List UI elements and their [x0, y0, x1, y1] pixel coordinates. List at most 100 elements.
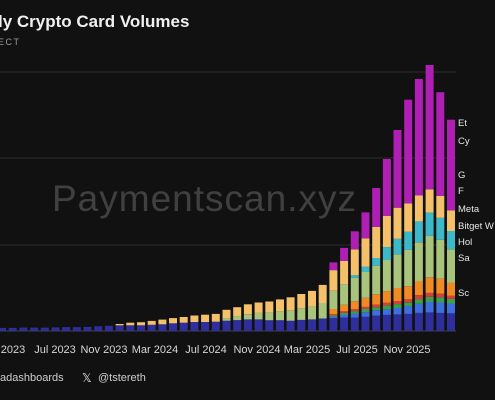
legend-item[interactable]: Bitget W [458, 221, 494, 232]
bar-segment [308, 306, 316, 320]
bar-segment [72, 327, 81, 331]
bar-segment [436, 195, 445, 218]
bar-segment [404, 302, 413, 307]
bar-segment [340, 284, 349, 305]
bar-segment [340, 314, 349, 318]
bar-segment [222, 309, 231, 319]
bar-segment [372, 188, 381, 227]
bar-segment [340, 247, 349, 261]
bar-segment [414, 303, 423, 313]
bar-segment [158, 324, 167, 331]
bar-segment [329, 290, 338, 309]
bar-segment [361, 212, 370, 239]
bar-segment [393, 130, 402, 208]
bar-segment [425, 235, 434, 278]
bar-segment [115, 325, 124, 331]
footer-source[interactable]: adashboards [0, 372, 64, 384]
bar-segment [414, 295, 423, 300]
bar-segment [414, 242, 423, 282]
bar-segment [169, 323, 177, 331]
chart-subtitle: ECT [0, 37, 21, 47]
bar-segment [447, 282, 455, 296]
bar-segment [137, 322, 145, 326]
bar-segment [382, 291, 391, 303]
bar-segment [147, 320, 156, 325]
bar-segment [425, 312, 434, 331]
bar-segment [19, 327, 28, 331]
legend-item[interactable]: G [458, 170, 466, 181]
footer-handle[interactable]: @tstereth [98, 372, 146, 384]
legend-item[interactable]: Sa [458, 253, 470, 264]
bar-segment [447, 119, 455, 211]
bar-segment [404, 286, 413, 300]
bar-segment [414, 281, 423, 296]
chart-bars [0, 65, 455, 332]
bar-segment [297, 308, 306, 320]
bar-segment [414, 195, 423, 222]
x-tick-label: Jul 2025 [336, 344, 378, 356]
bar-segment [361, 271, 370, 298]
bar-segment [414, 79, 423, 196]
x-tick-label: Nov 2024 [233, 344, 280, 356]
bar-segment [329, 316, 338, 319]
chart-title: ly Crypto Card Volumes [0, 12, 190, 31]
bar-segment [393, 301, 402, 305]
bar-segment [393, 207, 402, 239]
legend-item[interactable]: Sc [458, 288, 470, 299]
bar-segment [340, 312, 349, 315]
bar-segment [350, 317, 359, 331]
bar-segment [158, 319, 167, 325]
bar-segment [393, 304, 402, 308]
bar-segment [104, 325, 113, 331]
bar-segment [436, 217, 445, 240]
bar-segment [382, 305, 391, 310]
bar-segment [94, 326, 103, 331]
x-tick-label: Mar 2025 [284, 344, 330, 356]
x-tick-label: Jul 2023 [34, 344, 76, 356]
bar-segment [329, 315, 338, 317]
legend-item[interactable]: Cy [458, 136, 470, 147]
bar-segment [404, 203, 413, 232]
bar-segment [286, 310, 295, 321]
bar-segment [329, 262, 338, 271]
x-tick-label: Nov 2025 [383, 344, 430, 356]
bar-segment [350, 231, 359, 250]
bar-segment [254, 302, 263, 313]
bar-segment [414, 221, 423, 243]
bar-segment [350, 275, 359, 278]
bar-segment [340, 311, 349, 313]
bar-segment [425, 65, 434, 190]
legend-item[interactable]: Hol [458, 237, 473, 248]
bar-segment [243, 314, 252, 320]
bar-segment [436, 312, 445, 331]
bar-segment [222, 320, 231, 331]
bar-segment [361, 316, 370, 331]
bar-segment [361, 309, 370, 313]
bar-segment [286, 320, 295, 331]
legend-item[interactable]: Meta [458, 204, 480, 215]
bar-segment [265, 312, 274, 321]
legend-item[interactable]: F [458, 186, 464, 197]
bar-segment [372, 258, 381, 266]
bar-segment [340, 317, 349, 331]
legend-item[interactable]: Et [458, 118, 467, 129]
bar-segment [436, 278, 445, 294]
bar-segment [297, 319, 306, 331]
bar-segment [447, 298, 455, 304]
bar-segment [233, 307, 242, 317]
bar-segment [276, 299, 284, 312]
bar-segment [436, 239, 445, 279]
x-tick-label: 2023 [1, 344, 25, 356]
bar-segment [350, 249, 359, 276]
bar-segment [222, 318, 231, 321]
bar-segment [425, 212, 434, 236]
bar-segment [447, 210, 455, 231]
bar-segment [447, 313, 455, 331]
bar-segment [201, 321, 210, 331]
bar-segment [382, 314, 391, 331]
bar-segment [393, 288, 402, 301]
bar-segment [8, 327, 17, 331]
bar-segment [382, 216, 391, 248]
bar-segment [329, 314, 338, 316]
